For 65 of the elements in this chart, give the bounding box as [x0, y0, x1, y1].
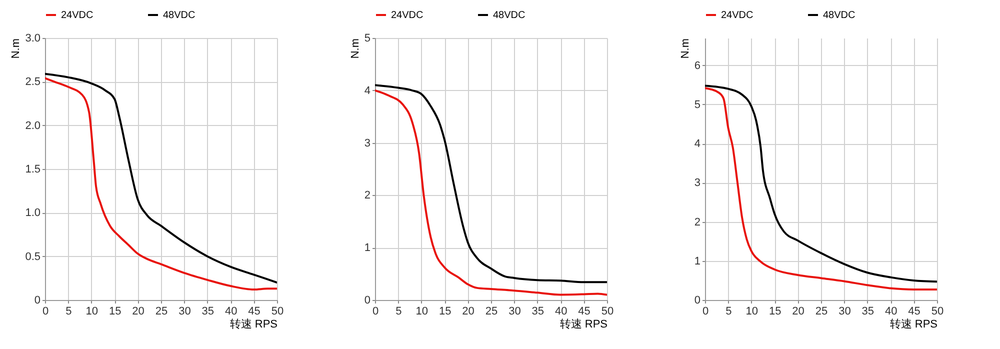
y-tick-label: 2	[364, 190, 370, 202]
x-tick-label: 30	[508, 306, 521, 318]
y-tick-label: 1.0	[25, 207, 40, 220]
x-tick-label: 10	[86, 306, 98, 318]
y-tick-label: 0	[364, 294, 370, 306]
x-tick-label: 45	[908, 306, 920, 318]
y-tick-label: 4	[364, 84, 370, 97]
x-tick-label: 25	[155, 306, 168, 318]
legend-label: 24VDC	[391, 10, 424, 21]
y-tick-label: 5	[364, 32, 370, 44]
x-tick-label: 20	[792, 306, 804, 318]
x-tick-label: 15	[108, 306, 122, 318]
legend-label: 48VDC	[163, 10, 196, 21]
x-tick-label: 15	[438, 306, 452, 318]
y-tick-label: 2	[694, 216, 700, 228]
y-tick-label: 1.5	[25, 164, 40, 176]
y-axis-title: N.m	[679, 38, 692, 59]
x-tick-label: 50	[271, 306, 284, 318]
y-tick-label: 2.0	[25, 120, 40, 132]
x-tick-label: 40	[224, 306, 238, 318]
y-tick-label: 3	[694, 177, 700, 190]
y-tick-label: 6	[694, 60, 700, 72]
x-tick-label: 10	[746, 306, 758, 318]
x-tick-label: 25	[815, 306, 828, 318]
x-tick-label: 20	[462, 306, 474, 318]
y-tick-label: 0	[694, 294, 700, 306]
x-tick-label: 25	[485, 306, 498, 318]
legend-label: 24VDC	[61, 10, 94, 21]
y-axis-title: N.m	[10, 38, 22, 59]
y-tick-label: 0	[34, 294, 40, 306]
legend-label: 24VDC	[721, 10, 754, 21]
x-tick-label: 30	[178, 306, 191, 318]
x-tick-label: 20	[132, 306, 144, 318]
x-tick-label: 50	[601, 306, 614, 318]
x-tick-label: 35	[532, 306, 544, 318]
x-tick-label: 5	[66, 306, 72, 318]
legend-label: 48VDC	[493, 10, 526, 21]
y-tick-label: 5	[694, 98, 700, 111]
x-tick-label: 45	[248, 306, 260, 318]
x-tick-label: 0	[372, 306, 379, 318]
x-tick-label: 35	[862, 306, 874, 318]
x-axis-title: 转速 RPS	[230, 318, 278, 330]
x-axis-title: 转速 RPS	[560, 318, 608, 330]
x-tick-label: 50	[931, 306, 944, 318]
y-tick-label: 3	[364, 137, 370, 150]
y-axis-title: N.m	[349, 38, 362, 59]
x-tick-label: 10	[416, 306, 428, 318]
x-tick-label: 5	[396, 306, 402, 318]
y-tick-label: 0.5	[25, 250, 40, 263]
x-tick-label: 35	[202, 306, 214, 318]
x-tick-label: 0	[702, 306, 709, 318]
x-tick-label: 30	[838, 306, 851, 318]
x-tick-label: 0	[42, 306, 49, 318]
x-tick-label: 15	[768, 306, 782, 318]
x-tick-label: 40	[884, 306, 898, 318]
x-tick-label: 45	[578, 306, 590, 318]
x-axis-title: 转速 RPS	[890, 318, 938, 330]
y-tick-label: 1	[364, 242, 370, 254]
legend-label: 48VDC	[823, 10, 856, 21]
y-tick-label: 1	[694, 255, 700, 268]
x-tick-label: 5	[726, 306, 732, 318]
y-tick-label: 2.5	[25, 76, 40, 88]
x-tick-label: 40	[554, 306, 568, 318]
y-tick-label: 3.0	[25, 32, 40, 44]
y-tick-label: 4	[694, 138, 700, 150]
